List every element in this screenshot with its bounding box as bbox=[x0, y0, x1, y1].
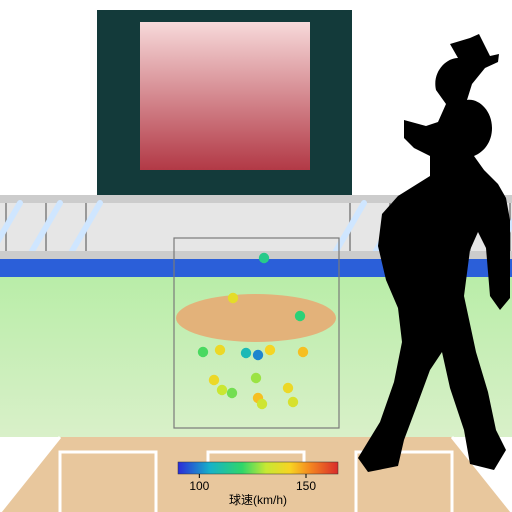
colorbar-tick-label: 100 bbox=[189, 479, 209, 493]
pitch-marker bbox=[209, 375, 219, 385]
pitch-marker bbox=[259, 253, 269, 263]
pitch-marker bbox=[265, 345, 275, 355]
pitch-location-chart: 100 150 球速(km/h) bbox=[0, 0, 512, 512]
pitchers-mound bbox=[176, 294, 336, 342]
pitch-marker bbox=[283, 383, 293, 393]
pitch-marker bbox=[241, 348, 251, 358]
scoreboard-screen bbox=[140, 22, 310, 170]
colorbar-tick-label: 150 bbox=[296, 479, 316, 493]
pitch-marker bbox=[198, 347, 208, 357]
pitch-marker bbox=[257, 399, 267, 409]
pitch-marker bbox=[295, 311, 305, 321]
chart-svg: 100 150 球速(km/h) bbox=[0, 0, 512, 512]
pitch-marker bbox=[217, 385, 227, 395]
pitch-marker bbox=[228, 293, 238, 303]
pitch-marker bbox=[288, 397, 298, 407]
colorbar-label: 球速(km/h) bbox=[229, 493, 287, 507]
pitch-marker bbox=[253, 350, 263, 360]
pitch-marker bbox=[251, 373, 261, 383]
pitch-marker bbox=[298, 347, 308, 357]
pitch-marker bbox=[227, 388, 237, 398]
pitch-marker bbox=[215, 345, 225, 355]
